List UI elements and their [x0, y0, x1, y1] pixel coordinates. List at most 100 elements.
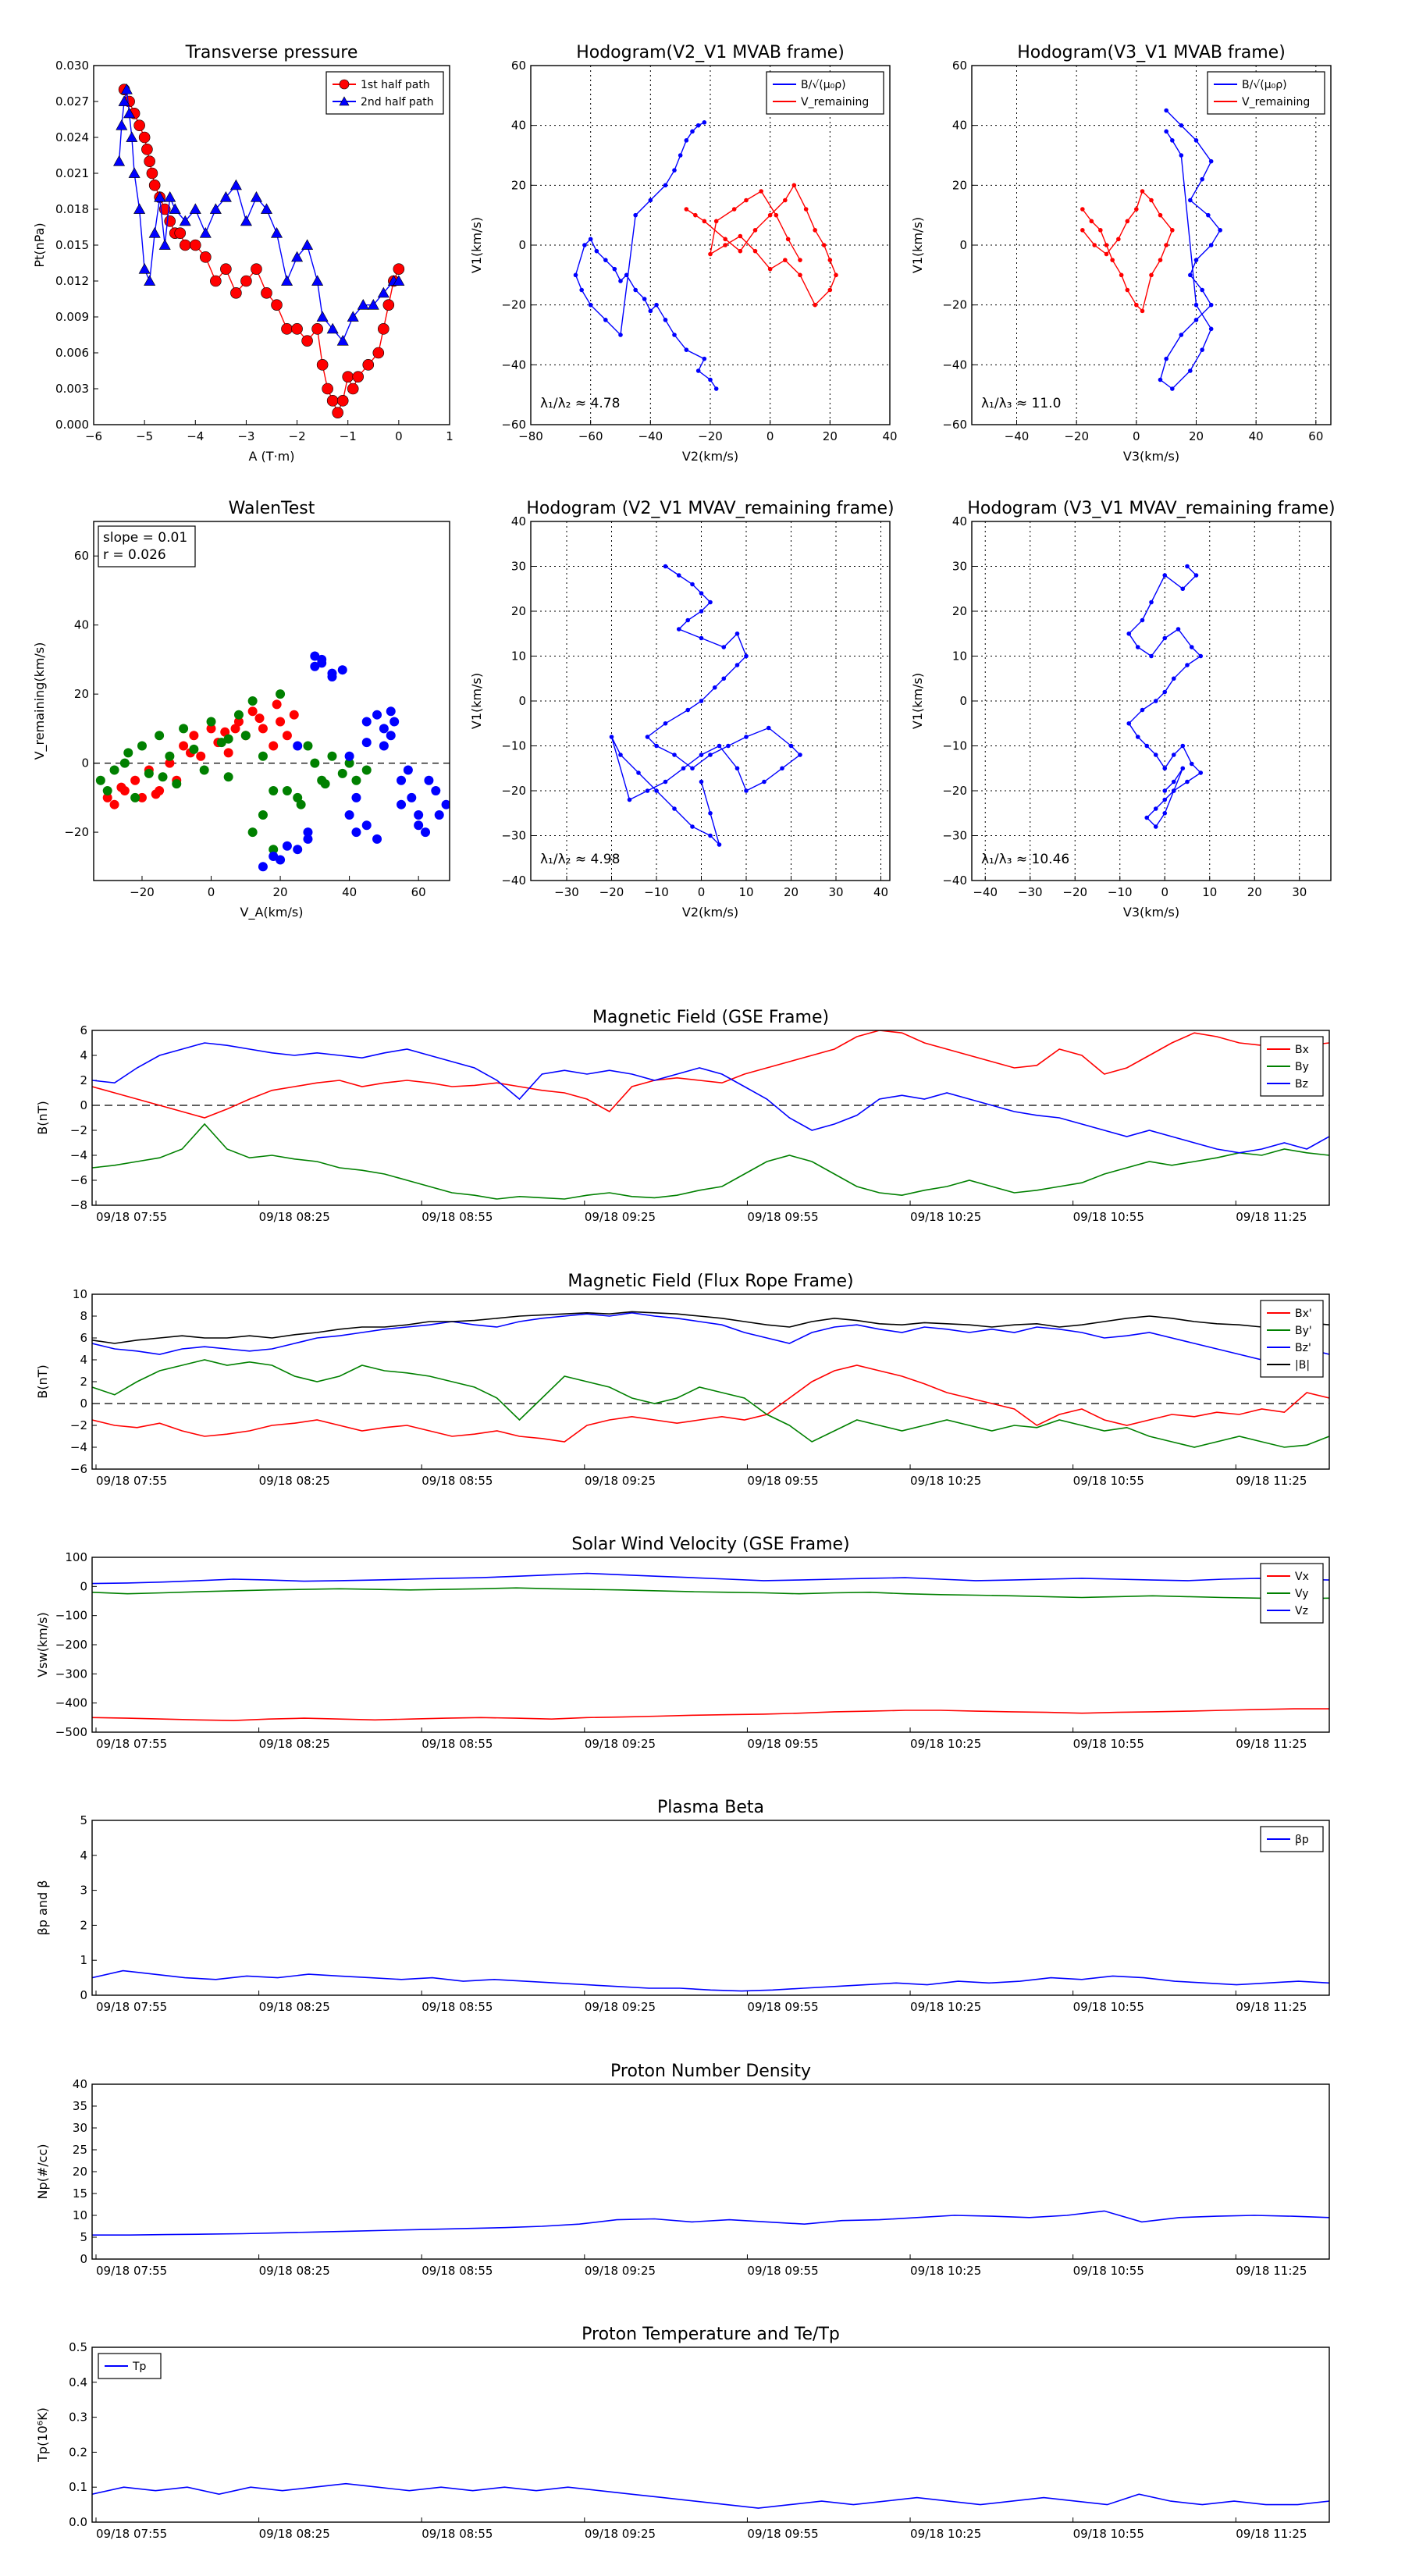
y-tick-label: 20 [952, 604, 967, 618]
y-tick-label: 0.027 [55, 94, 89, 109]
y-tick-label: 4 [80, 1353, 87, 1367]
data-point [1200, 347, 1204, 352]
data-point [1149, 653, 1154, 659]
data-point [414, 820, 424, 831]
data-point [240, 275, 252, 287]
data-point [785, 237, 791, 242]
chart-title: Solar Wind Velocity (GSE Frame) [571, 1535, 849, 1554]
plasma-beta-chart: 0 1 2 3 4 5 09/18 07:55 09/18 08:25 09/18 08:55 0… [35, 1798, 1330, 2014]
y-tick-label: −100 [55, 1609, 87, 1623]
legend: 1st half path 2nd half path [325, 71, 444, 115]
ratio-annotation: λ₁/λ₃ ≈ 10.46 [981, 852, 1069, 867]
data-point [301, 335, 313, 347]
data-point [712, 685, 717, 690]
y-tick-label: −40 [942, 358, 967, 372]
y-tick-label: 4 [80, 1848, 87, 1863]
y-axis-label: V_remaining(km/s) [32, 642, 48, 760]
legend-box [325, 71, 444, 115]
x-tick-label: 09/18 10:25 [910, 1210, 981, 1224]
data-point [1171, 788, 1176, 793]
data-point [269, 845, 279, 855]
data-point [1206, 212, 1211, 218]
data-point [1198, 653, 1204, 659]
legend-marker [339, 79, 350, 90]
series-group [92, 1311, 1329, 1448]
data-point [624, 272, 629, 278]
y-tick-label: 20 [73, 2165, 87, 2179]
data-point [282, 731, 292, 741]
y-tick-label: 8 [80, 1309, 87, 1323]
legend: B/√(μ₀ρ) V_remaining [766, 71, 884, 115]
data-point [699, 609, 704, 614]
data-point [158, 203, 171, 215]
x-tick-label: −20 [130, 885, 155, 899]
data-point [752, 248, 758, 254]
data-point [372, 710, 382, 720]
y-tick-label: 10 [73, 1287, 87, 1301]
data-point [1134, 207, 1139, 212]
data-point [247, 827, 258, 838]
data-point [1126, 631, 1132, 636]
series-line-Vx [92, 1708, 1329, 1721]
data-point [151, 789, 161, 799]
data-point [109, 799, 119, 809]
data-point [397, 799, 407, 809]
data-point [172, 779, 182, 789]
y-tick-label: −2 [70, 1418, 87, 1432]
data-point [347, 311, 359, 322]
y-tick-label: 0.024 [55, 130, 89, 144]
data-point [645, 735, 650, 739]
data-point [95, 775, 105, 785]
x-tick-label: 60 [1308, 429, 1323, 443]
data-point [1162, 635, 1168, 641]
data-point [431, 786, 441, 795]
data-point [573, 272, 578, 278]
data-point [326, 322, 339, 334]
y-tick-label: −300 [55, 1667, 87, 1681]
y-tick-label: 0 [80, 2252, 87, 2266]
data-point [216, 738, 226, 748]
data-point [1189, 645, 1194, 649]
data-point [1153, 699, 1158, 703]
data-point [791, 183, 797, 188]
data-point [648, 308, 653, 314]
y-tick-label: −10 [501, 739, 526, 753]
data-point [189, 744, 199, 754]
legend-box [1207, 71, 1325, 115]
chart-title: Hodogram (V3_V1 MVAV_remaining frame) [967, 499, 1335, 518]
data-point [672, 806, 677, 811]
y-tick-label: 0.030 [55, 59, 89, 73]
data-point [109, 765, 119, 775]
x-tick-label: 09/18 08:55 [422, 2000, 493, 2014]
data-point [361, 717, 372, 727]
y-axis-label: Vsw(km/s) [35, 1612, 50, 1677]
x-tick-label: 09/18 09:25 [585, 2264, 656, 2278]
x-tick-label: 09/18 10:55 [1073, 1474, 1144, 1488]
data-point [1193, 573, 1199, 578]
axes-frame [91, 1030, 1330, 1206]
data-point [372, 834, 382, 844]
proton-density-chart: 0 5 10 15 20 25 30 35 40 09/18 07:55 09/18 08:25 09… [35, 2062, 1330, 2278]
data-point [708, 251, 713, 257]
data-point [258, 724, 268, 734]
data-point [1185, 564, 1190, 569]
data-point [1080, 207, 1085, 212]
data-point [594, 248, 599, 254]
data-point [627, 797, 632, 802]
data-point [233, 710, 244, 720]
data-point [362, 359, 375, 371]
legend-label: Bx' [1295, 1308, 1312, 1320]
data-point [708, 810, 713, 816]
x-tick-label: 09/18 10:55 [1073, 1737, 1144, 1751]
data-point [579, 287, 584, 293]
data-point [386, 731, 396, 741]
data-point [723, 237, 727, 242]
x-axis-label: V_A(km/s) [240, 905, 304, 920]
series-line-Vy [92, 1587, 1329, 1599]
y-tick-label: 0.009 [55, 310, 89, 324]
x-tick-label: −3 [237, 429, 254, 443]
y-axis-label: B(nT) [35, 1364, 50, 1398]
data-point [708, 377, 713, 382]
data-point [603, 318, 608, 322]
x-tick-label: −80 [518, 429, 543, 443]
